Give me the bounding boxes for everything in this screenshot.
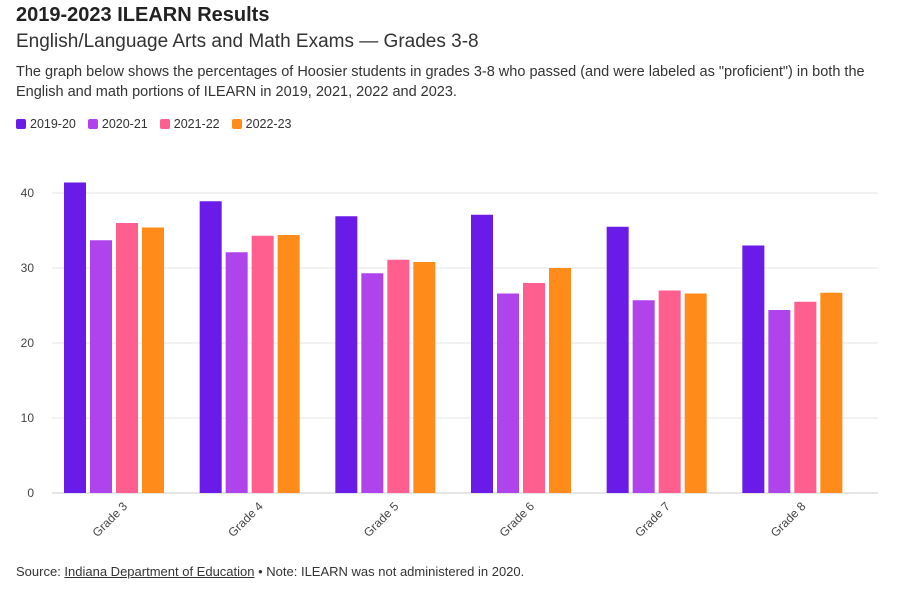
source-prefix: Source: — [16, 564, 65, 579]
bar-2019-20-grade-8 — [742, 245, 765, 493]
bar-2022-23-grade-8 — [820, 292, 843, 493]
bar-2019-20-grade-4 — [199, 201, 222, 493]
chart-title: 2019-2023 ILEARN Results — [16, 4, 270, 26]
bar-2021-22-grade-7 — [658, 290, 681, 493]
bar-2020-21-grade-4 — [225, 252, 248, 493]
bar-chart: 0 10 20 30 40 Grade 3 Grade 4 Grade 5 Grade 6 Gra… — [21, 182, 878, 540]
bar-2019-20-grade-5 — [335, 216, 358, 493]
x-tick-label: Grade 8 — [768, 499, 809, 540]
x-tick-label: Grade 4 — [225, 499, 266, 540]
bar-2022-23-grade-4 — [277, 235, 300, 493]
bar-2020-21-grade-3 — [90, 240, 112, 493]
legend-item-2022-23: 2022-23 — [231, 117, 292, 131]
bar-2020-21-grade-5 — [361, 273, 384, 493]
bar-2021-22-grade-8 — [794, 301, 817, 493]
bar-2021-22-grade-5 — [387, 259, 410, 493]
legend-item-2019-20: 2019-20 — [16, 117, 76, 131]
x-tick-label: Grade 3 — [90, 499, 131, 540]
legend-swatch — [159, 119, 170, 129]
legend-item-2021-22: 2021-22 — [159, 117, 220, 131]
bar-2020-21-grade-6 — [497, 293, 519, 493]
bar-2022-23-grade-3 — [142, 227, 164, 493]
bar-2022-23-grade-6 — [549, 268, 571, 493]
x-tick-label: Grade 5 — [361, 499, 402, 540]
legend-label: 2022-23 — [245, 117, 292, 131]
chart-description: The graph below shows the percentages of… — [16, 64, 865, 100]
legend: 2019-20 2020-21 2021-22 2022-23 — [16, 117, 292, 131]
x-tick-label: Grade 6 — [497, 499, 538, 540]
bar-2021-22-grade-6 — [523, 283, 545, 493]
y-tick-label: 40 — [21, 186, 35, 200]
bar-2019-20-grade-7 — [606, 226, 629, 493]
bar-2019-20-grade-6 — [471, 214, 493, 493]
y-tick-label: 10 — [21, 411, 35, 425]
bar-2020-21-grade-8 — [768, 310, 791, 493]
bar-2020-21-grade-7 — [632, 300, 655, 493]
y-tick-label: 0 — [27, 486, 34, 500]
y-tick-label: 30 — [21, 261, 35, 275]
chart-subtitle: English/Language Arts and Math Exams — G… — [16, 31, 479, 52]
legend-label: 2020-21 — [101, 117, 148, 131]
bar-2019-20-grade-3 — [64, 182, 86, 493]
source-link[interactable]: Indiana Department of Education — [64, 564, 255, 579]
bar-2022-23-grade-7 — [684, 293, 707, 493]
bar-2022-23-grade-5 — [413, 262, 436, 493]
y-tick-label: 20 — [21, 336, 35, 350]
footer-note: Source: Indiana Department of Education … — [16, 564, 524, 579]
bar-2021-22-grade-4 — [251, 235, 274, 493]
legend-label: 2019-20 — [30, 117, 76, 131]
legend-item-2020-21: 2020-21 — [87, 117, 148, 131]
bar-2021-22-grade-3 — [116, 223, 138, 493]
legend-swatch — [87, 119, 98, 129]
legend-label: 2021-22 — [173, 117, 220, 131]
legend-swatch — [16, 119, 26, 129]
footer-note-text: • Note: ILEARN was not administered in 2… — [254, 564, 525, 579]
x-tick-label: Grade 7 — [632, 499, 673, 540]
legend-swatch — [231, 119, 242, 129]
